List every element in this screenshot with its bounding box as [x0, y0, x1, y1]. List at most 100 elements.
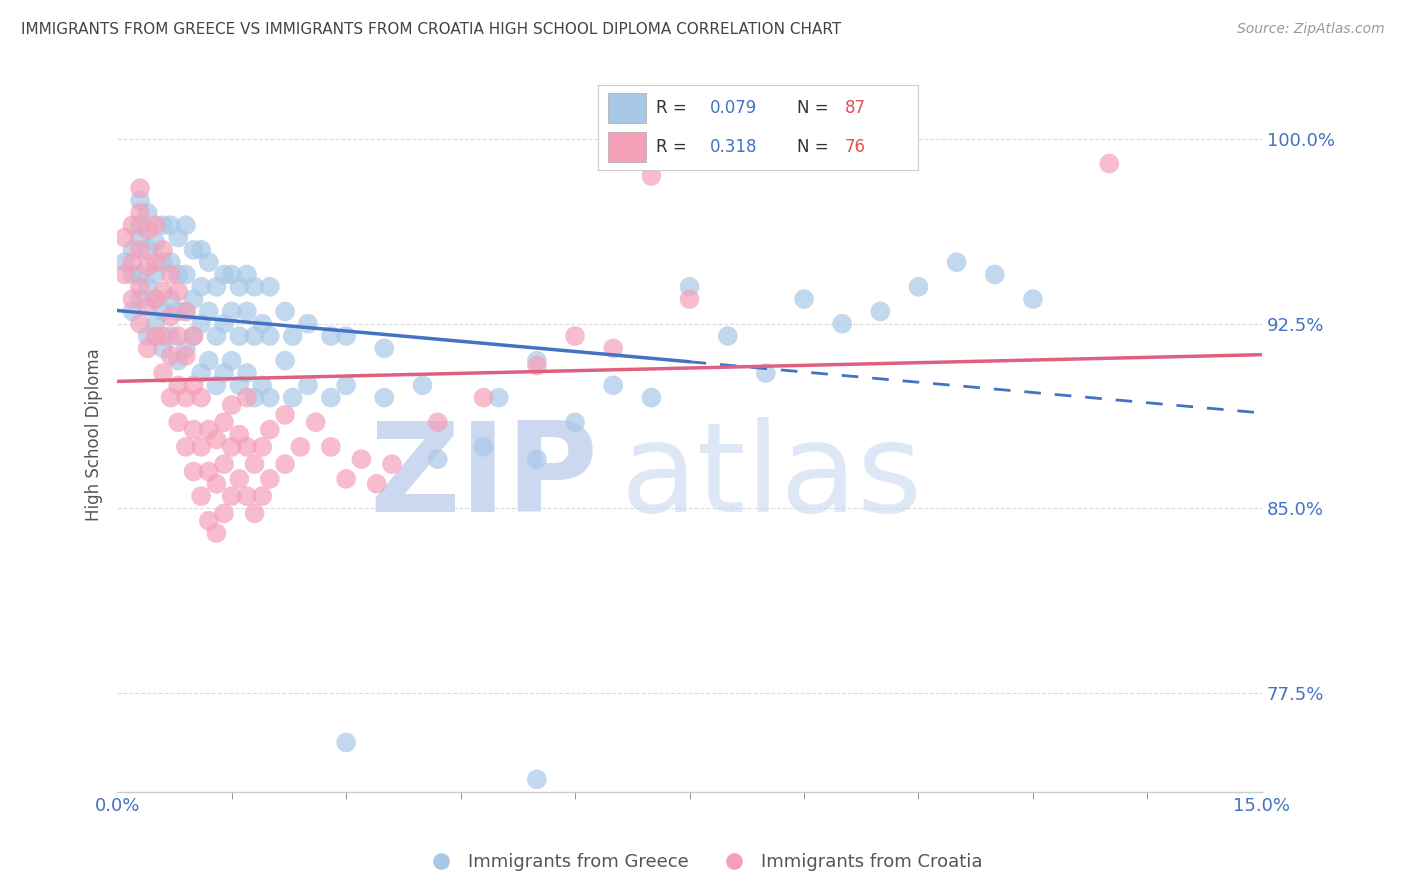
Point: [121, 255, 143, 269]
Point: [1098, 156, 1121, 170]
Point: [129, 181, 152, 195]
Y-axis label: High School Diploma: High School Diploma: [86, 348, 103, 521]
Point: [129, 218, 152, 232]
Text: atlas: atlas: [621, 417, 922, 538]
Point: [159, 329, 181, 343]
Point: [205, 433, 228, 447]
Point: [197, 304, 219, 318]
Point: [190, 391, 212, 405]
Point: [152, 218, 174, 232]
Text: IMMIGRANTS FROM GREECE VS IMMIGRANTS FROM CROATIA HIGH SCHOOL DIPLOMA CORRELATIO: IMMIGRANTS FROM GREECE VS IMMIGRANTS FRO…: [21, 22, 841, 37]
Point: [167, 353, 190, 368]
Point: [488, 391, 510, 405]
Point: [259, 329, 281, 343]
Point: [602, 342, 624, 356]
Text: ZIP: ZIP: [370, 417, 598, 538]
Point: [114, 268, 136, 282]
Point: [243, 507, 266, 521]
Point: [831, 317, 853, 331]
Point: [602, 378, 624, 392]
Point: [373, 391, 395, 405]
Point: [114, 230, 136, 244]
Point: [152, 285, 174, 299]
Point: [197, 423, 219, 437]
Point: [212, 317, 235, 331]
Point: [259, 472, 281, 486]
Point: [205, 329, 228, 343]
Point: [236, 391, 259, 405]
Point: [335, 472, 357, 486]
Point: [274, 353, 297, 368]
Point: [236, 268, 259, 282]
Point: [136, 223, 159, 237]
Point: [212, 268, 235, 282]
Point: [183, 243, 205, 257]
Point: [281, 329, 304, 343]
Point: [159, 310, 181, 324]
Point: [717, 329, 740, 343]
Point: [228, 378, 250, 392]
Point: [197, 353, 219, 368]
Point: [121, 243, 143, 257]
Point: [274, 457, 297, 471]
Point: [411, 378, 433, 392]
Point: [143, 268, 166, 282]
Point: [152, 304, 174, 318]
Point: [236, 440, 259, 454]
Point: [129, 243, 152, 257]
Point: [121, 292, 143, 306]
Point: [136, 300, 159, 314]
Point: [152, 255, 174, 269]
Point: [174, 440, 197, 454]
Point: [174, 304, 197, 318]
Point: [183, 329, 205, 343]
Point: [190, 489, 212, 503]
Point: [426, 415, 449, 429]
Point: [136, 206, 159, 220]
Point: [274, 304, 297, 318]
Point: [174, 391, 197, 405]
Point: [129, 317, 152, 331]
Point: [136, 342, 159, 356]
Point: [228, 472, 250, 486]
Point: [167, 285, 190, 299]
Point: [678, 280, 700, 294]
Point: [373, 342, 395, 356]
Point: [564, 415, 586, 429]
Point: [121, 218, 143, 232]
Point: [259, 423, 281, 437]
Point: [129, 268, 152, 282]
Point: [159, 391, 181, 405]
Point: [259, 280, 281, 294]
Point: [159, 218, 181, 232]
Point: [526, 353, 548, 368]
Point: [472, 391, 495, 405]
Point: [114, 255, 136, 269]
Point: [121, 304, 143, 318]
Point: [1022, 292, 1045, 306]
Point: [152, 329, 174, 343]
Point: [228, 329, 250, 343]
Point: [205, 526, 228, 541]
Legend: Immigrants from Greece, Immigrants from Croatia: Immigrants from Greece, Immigrants from …: [416, 847, 990, 879]
Point: [319, 391, 342, 405]
Point: [159, 268, 181, 282]
Point: [250, 317, 273, 331]
Point: [212, 507, 235, 521]
Point: [167, 230, 190, 244]
Point: [129, 206, 152, 220]
Point: [381, 457, 404, 471]
Point: [212, 415, 235, 429]
Point: [129, 292, 152, 306]
Point: [755, 366, 778, 380]
Point: [221, 304, 243, 318]
Point: [197, 255, 219, 269]
Point: [205, 378, 228, 392]
Point: [250, 440, 273, 454]
Point: [221, 398, 243, 412]
Point: [143, 329, 166, 343]
Point: [121, 268, 143, 282]
Point: [183, 378, 205, 392]
Point: [136, 280, 159, 294]
Point: [183, 292, 205, 306]
